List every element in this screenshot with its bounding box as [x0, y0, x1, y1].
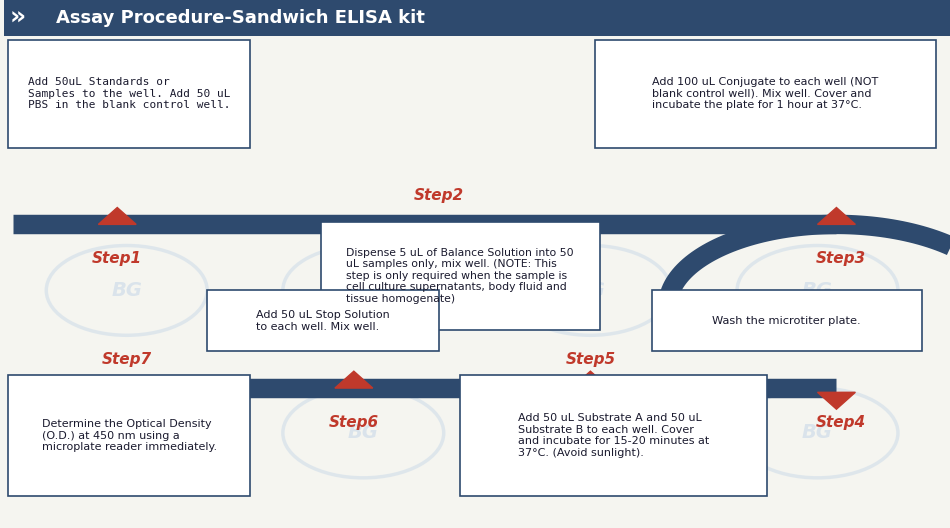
Text: Add 100 uL Conjugate to each well (NOT
blank control well). Mix well. Cover and
: Add 100 uL Conjugate to each well (NOT b…: [653, 77, 879, 110]
FancyBboxPatch shape: [4, 0, 950, 36]
Polygon shape: [420, 229, 458, 246]
Text: BG: BG: [802, 281, 833, 300]
Text: Step4: Step4: [816, 415, 866, 430]
Text: Assay Procedure-Sandwich ELISA kit: Assay Procedure-Sandwich ELISA kit: [56, 9, 425, 27]
FancyBboxPatch shape: [460, 375, 768, 496]
Text: BG: BG: [575, 423, 606, 442]
FancyBboxPatch shape: [207, 290, 439, 351]
Polygon shape: [818, 392, 855, 409]
FancyBboxPatch shape: [652, 290, 922, 351]
Text: BG: BG: [802, 423, 833, 442]
Text: Dispense 5 uL of Balance Solution into 50
uL samples only, mix well. (NOTE: This: Dispense 5 uL of Balance Solution into 5…: [347, 248, 574, 304]
FancyBboxPatch shape: [9, 40, 250, 148]
Text: Add 50uL Standards or
Samples to the well. Add 50 uL
PBS in the blank control we: Add 50uL Standards or Samples to the wel…: [28, 77, 230, 110]
Text: BG: BG: [348, 281, 379, 300]
FancyBboxPatch shape: [321, 222, 599, 330]
Polygon shape: [818, 208, 855, 224]
Polygon shape: [572, 371, 609, 388]
FancyBboxPatch shape: [9, 375, 250, 496]
Text: Add 50 uL Stop Solution
to each well. Mix well.: Add 50 uL Stop Solution to each well. Mi…: [256, 310, 390, 332]
Text: Step5: Step5: [565, 352, 616, 366]
Text: BG: BG: [575, 281, 606, 300]
Polygon shape: [107, 392, 145, 409]
FancyBboxPatch shape: [595, 40, 936, 148]
Polygon shape: [335, 371, 372, 388]
Text: Wash the microtiter plate.: Wash the microtiter plate.: [712, 316, 861, 326]
Text: Step7: Step7: [102, 352, 152, 366]
Text: Step1: Step1: [92, 251, 142, 266]
Text: Step6: Step6: [329, 415, 379, 430]
Text: Determine the Optical Density
(O.D.) at 450 nm using a
microplate reader immedia: Determine the Optical Density (O.D.) at …: [42, 419, 217, 452]
Text: Step3: Step3: [816, 251, 866, 266]
Text: BG: BG: [348, 423, 379, 442]
Text: Add 50 uL Substrate A and 50 uL
Substrate B to each well. Cover
and incubate for: Add 50 uL Substrate A and 50 uL Substrat…: [518, 413, 710, 458]
Text: BG: BG: [111, 281, 142, 300]
Text: »: »: [10, 6, 26, 30]
Polygon shape: [99, 208, 136, 224]
Text: Step2: Step2: [414, 188, 464, 203]
